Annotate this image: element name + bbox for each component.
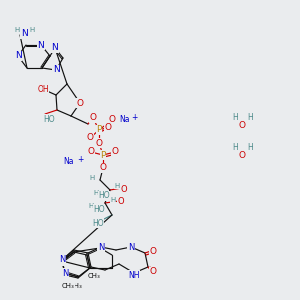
Text: +: + bbox=[131, 113, 137, 122]
Text: H: H bbox=[14, 27, 20, 33]
Text: H: H bbox=[114, 183, 120, 189]
Text: CH₃: CH₃ bbox=[61, 283, 74, 289]
Text: CH₃: CH₃ bbox=[70, 283, 83, 289]
Text: HO: HO bbox=[92, 218, 104, 227]
Text: Na: Na bbox=[119, 115, 129, 124]
Text: O: O bbox=[104, 122, 112, 131]
Text: CH₃: CH₃ bbox=[88, 273, 100, 279]
Text: H: H bbox=[110, 197, 116, 203]
Text: H: H bbox=[232, 113, 238, 122]
Text: H: H bbox=[247, 113, 253, 122]
Text: O: O bbox=[88, 148, 94, 157]
Text: N: N bbox=[59, 256, 65, 265]
Text: H: H bbox=[89, 175, 94, 181]
Text: HO: HO bbox=[93, 205, 105, 214]
Text: H: H bbox=[29, 27, 34, 33]
Text: O: O bbox=[86, 134, 94, 142]
Text: O: O bbox=[76, 98, 83, 107]
Text: CH₃: CH₃ bbox=[88, 273, 101, 279]
Text: O: O bbox=[109, 116, 116, 124]
Text: O: O bbox=[238, 151, 245, 160]
Text: N: N bbox=[58, 256, 65, 266]
Text: H: H bbox=[232, 143, 238, 152]
Text: O: O bbox=[149, 268, 157, 277]
Text: O: O bbox=[149, 247, 157, 256]
Text: HO: HO bbox=[98, 191, 110, 200]
Text: HO: HO bbox=[43, 115, 55, 124]
Text: NH: NH bbox=[128, 271, 140, 280]
Text: O: O bbox=[100, 164, 106, 172]
Text: OH: OH bbox=[37, 85, 49, 94]
Text: P: P bbox=[100, 151, 106, 160]
Text: N: N bbox=[62, 268, 68, 278]
Text: O: O bbox=[89, 113, 97, 122]
Text: N: N bbox=[52, 44, 58, 52]
Text: N: N bbox=[61, 271, 68, 280]
Text: O: O bbox=[112, 148, 118, 157]
Text: H: H bbox=[88, 203, 94, 209]
Text: +: + bbox=[77, 155, 83, 164]
Text: O: O bbox=[238, 121, 245, 130]
Text: O: O bbox=[95, 139, 103, 148]
Text: Na: Na bbox=[63, 158, 73, 166]
Text: O: O bbox=[118, 197, 124, 206]
Text: N: N bbox=[128, 242, 134, 251]
Text: N: N bbox=[21, 29, 27, 38]
Text: H: H bbox=[247, 143, 253, 152]
Text: N: N bbox=[98, 242, 104, 251]
Text: O: O bbox=[121, 184, 127, 194]
Text: H: H bbox=[93, 190, 99, 196]
Text: N: N bbox=[15, 52, 21, 61]
Text: N: N bbox=[38, 40, 44, 50]
Text: P: P bbox=[96, 125, 102, 134]
Text: N: N bbox=[52, 65, 59, 74]
